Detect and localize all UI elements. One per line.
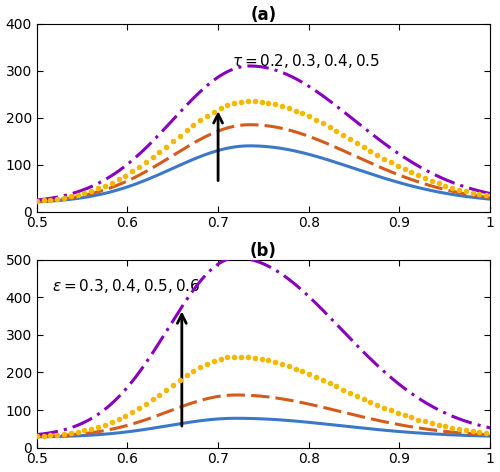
Text: $\epsilon=0.3,0.4,0.5,0.6$: $\epsilon=0.3,0.4,0.5,0.6$ [52, 277, 201, 295]
Text: $\tau=0.2,0.3,0.4,0.5$: $\tau=0.2,0.3,0.4,0.5$ [232, 52, 380, 70]
Title: (a): (a) [250, 6, 276, 24]
Title: (b): (b) [250, 242, 277, 260]
